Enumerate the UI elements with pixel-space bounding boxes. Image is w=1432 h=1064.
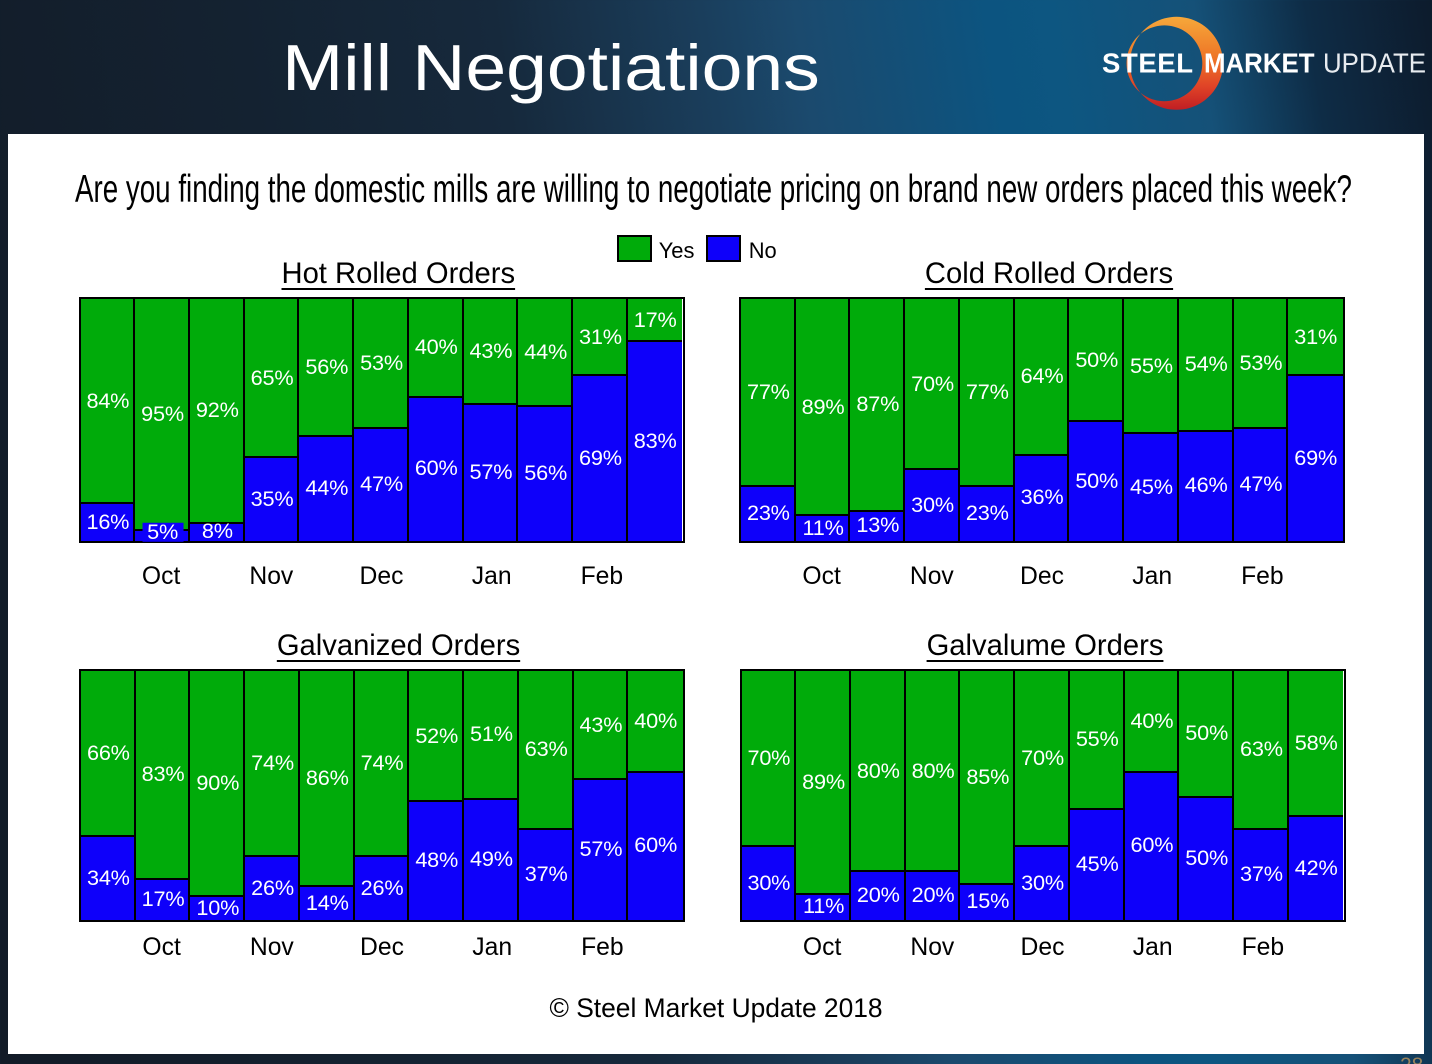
svg-text:UPDATE: UPDATE: [1323, 48, 1426, 79]
svg-text:STEEL: STEEL: [1102, 48, 1194, 79]
svg-text:MARKET: MARKET: [1204, 48, 1315, 79]
